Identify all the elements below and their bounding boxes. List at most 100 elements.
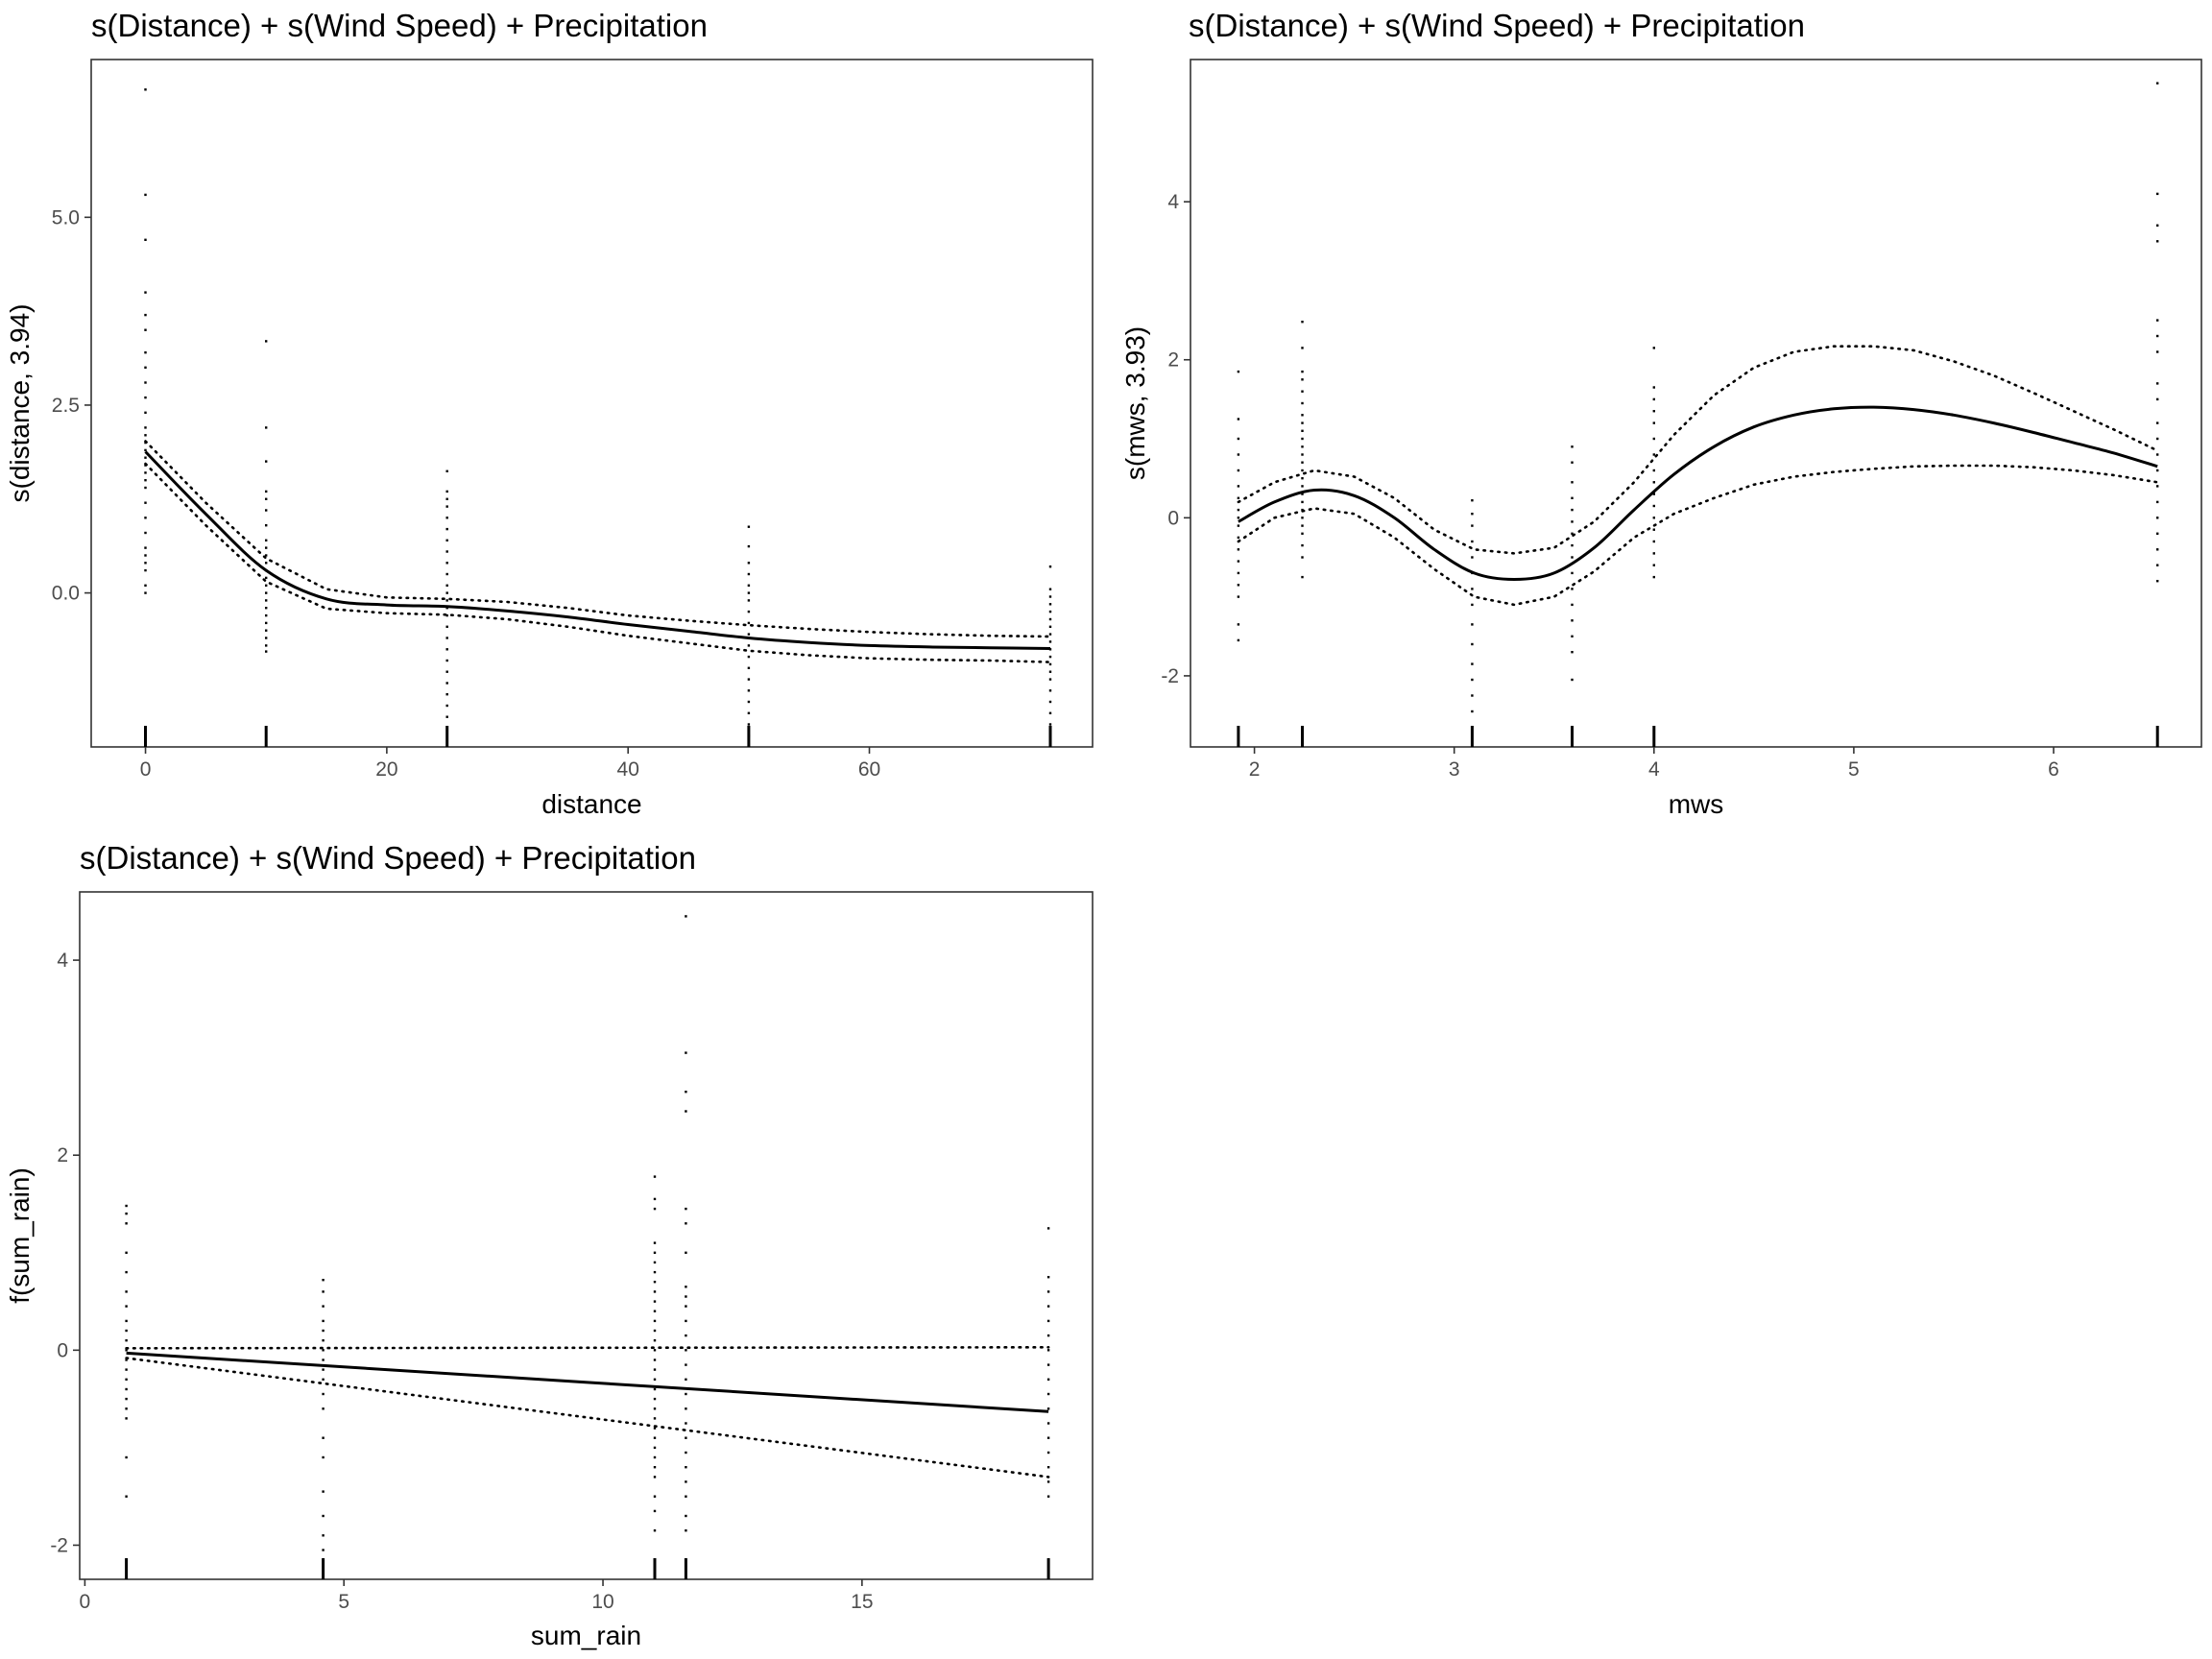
residual-point <box>1046 1305 1050 1308</box>
residual-point <box>1571 445 1574 448</box>
y-tick-label: 2 <box>1167 349 1179 372</box>
residual-point <box>1301 378 1304 381</box>
residual-point <box>653 1329 657 1333</box>
residual-point <box>653 1397 657 1401</box>
residual-point <box>2156 532 2159 535</box>
residual-point <box>1237 453 1240 456</box>
residual-point <box>144 479 147 482</box>
residual-point <box>685 1422 687 1425</box>
residual-point <box>144 591 147 594</box>
residual-point <box>747 723 751 726</box>
residual-point <box>144 456 147 459</box>
residual-point <box>685 1051 687 1054</box>
residual-point <box>445 539 448 541</box>
panel-sum-rain-y-axis: -2 0 2 4 <box>50 950 80 1556</box>
residual-point <box>653 1251 657 1254</box>
residual-point <box>265 584 268 587</box>
residual-point <box>1571 603 1574 607</box>
residual-point <box>265 591 268 594</box>
panel-sum-rain-title: s(Distance) + s(Wind Speed) + Precipitat… <box>80 840 696 876</box>
residual-point <box>2156 319 2159 322</box>
residual-point <box>322 1279 325 1282</box>
residual-point <box>685 1378 687 1381</box>
ci-upper-line <box>144 440 1052 638</box>
residual-point <box>653 1207 657 1211</box>
residual-point <box>685 915 687 918</box>
residual-point <box>1652 540 1655 543</box>
residual-point <box>322 1329 325 1333</box>
residual-point <box>1652 528 1655 531</box>
residual-point <box>1571 481 1574 484</box>
panel-mws-frame <box>1190 59 2202 748</box>
residual-point <box>1301 556 1304 559</box>
residual-point <box>653 1310 657 1312</box>
residual-point <box>747 689 751 692</box>
residual-point <box>322 1514 325 1518</box>
panel-distance-ci <box>144 440 1052 663</box>
residual-point <box>1046 1392 1050 1396</box>
residual-point <box>747 678 751 681</box>
panel-mws-x-label: mws <box>1669 789 1724 819</box>
residual-point <box>653 1466 657 1469</box>
residual-point <box>445 584 448 587</box>
panel-mws-fit <box>1238 405 2158 582</box>
residual-point <box>265 621 268 625</box>
residual-point <box>747 644 751 647</box>
panel-sum-rain-rug <box>125 1558 1050 1579</box>
residual-point <box>653 1270 657 1274</box>
residual-point <box>747 666 751 669</box>
residual-point <box>125 1251 128 1254</box>
panel-sum-rain: s(Distance) + s(Wind Speed) + Precipitat… <box>5 840 1094 1650</box>
residual-point <box>1301 508 1304 512</box>
residual-point <box>1652 575 1655 579</box>
residual-point <box>2156 421 2159 424</box>
panel-mws-y-axis: -2 0 2 4 <box>1161 191 1190 687</box>
residual-point <box>1301 429 1304 432</box>
residual-point <box>747 599 751 602</box>
residual-point <box>1652 517 1655 519</box>
panel-distance-residuals <box>144 88 1052 741</box>
residual-point <box>685 1349 687 1352</box>
residual-point <box>1652 552 1655 555</box>
residual-point <box>1048 711 1052 714</box>
residual-point <box>1048 565 1052 568</box>
residual-point <box>1571 508 1574 512</box>
residual-point <box>445 625 448 628</box>
residual-point <box>1471 499 1474 502</box>
residual-point <box>322 1319 325 1323</box>
residual-point <box>1048 625 1052 628</box>
residual-point <box>1652 493 1655 495</box>
residual-point <box>144 562 147 565</box>
panel-mws: s(Distance) + s(Wind Speed) + Precipitat… <box>1120 8 2202 819</box>
residual-point <box>265 460 268 463</box>
residual-point <box>747 610 751 613</box>
residual-point <box>685 1451 687 1455</box>
residual-point <box>2156 437 2159 441</box>
residual-point <box>144 531 147 535</box>
residual-point <box>125 1397 128 1401</box>
residual-point <box>1237 485 1240 488</box>
residual-point <box>685 1407 687 1410</box>
residual-point <box>1301 401 1304 405</box>
residual-point <box>1571 461 1574 464</box>
panel-sum-rain-frame <box>79 891 1094 1580</box>
residual-point <box>685 1529 687 1532</box>
residual-point <box>1237 496 1240 499</box>
residual-point <box>2156 469 2159 472</box>
x-tick-label: 0 <box>80 1591 91 1613</box>
residual-point <box>322 1368 325 1371</box>
residual-point <box>1046 1227 1050 1230</box>
residual-point <box>1301 517 1304 519</box>
residual-point <box>1048 617 1052 621</box>
residual-point <box>1046 1290 1050 1293</box>
residual-point <box>125 1495 128 1498</box>
residual-point <box>685 1436 687 1439</box>
residual-point <box>445 505 448 508</box>
residual-point <box>445 613 448 617</box>
residual-point <box>1571 543 1574 547</box>
residual-point <box>685 1514 687 1518</box>
residual-point <box>653 1417 657 1420</box>
residual-point <box>1471 588 1474 590</box>
residual-point <box>144 584 147 587</box>
residual-point <box>1237 437 1240 441</box>
